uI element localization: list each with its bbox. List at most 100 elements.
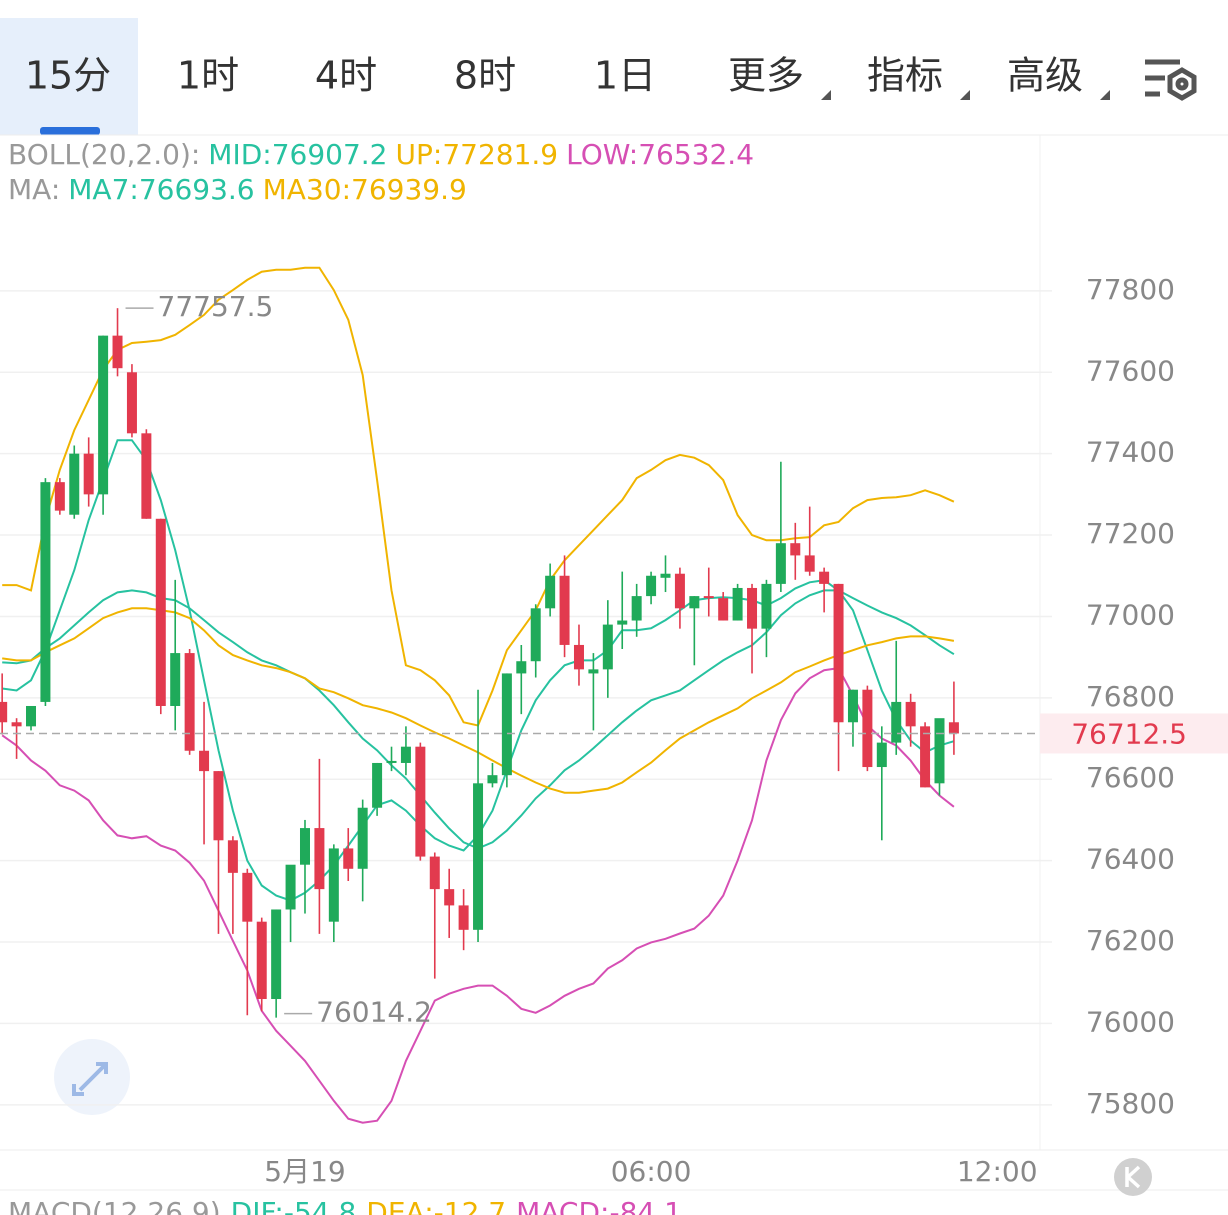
candle-body: [343, 848, 354, 869]
candle-body: [732, 587, 743, 621]
candle-body: [0, 701, 8, 723]
legend-title: BOLL(20,2.0):: [8, 138, 200, 171]
macd-legend: MACD(12,26,9) DIF:-54.8 DEA:-12.7 MACD:-84.…: [8, 1196, 682, 1215]
candle-body: [775, 543, 786, 584]
y-tick-label: 77600: [1086, 354, 1175, 387]
indicator-legend: MA: MA7:76693.6 MA30:76939.9: [8, 173, 467, 206]
legend-entry: MID:76907.2: [208, 138, 387, 171]
k-button[interactable]: [1114, 1158, 1152, 1196]
candle-body: [689, 596, 700, 609]
candle-body: [285, 864, 296, 910]
candle-body: [804, 555, 815, 572]
legend-entry: LOW:76532.4: [566, 138, 754, 171]
x-tick-label: 5月19: [264, 1155, 345, 1188]
candle-body: [646, 575, 657, 597]
candle-body: [790, 543, 801, 556]
expand-arrows: [72, 1062, 108, 1096]
tab[interactable]: 15分: [25, 54, 111, 98]
y-tick-label: 76000: [1086, 1005, 1175, 1038]
candle-body: [256, 921, 267, 1000]
candle-body: [487, 775, 498, 784]
candle-body: [920, 726, 931, 788]
y-tick-label: 76600: [1086, 761, 1175, 794]
candle-body: [602, 624, 613, 670]
tab[interactable]: 更多: [728, 54, 804, 98]
candle-body: [112, 335, 123, 369]
candle-body: [516, 661, 527, 674]
candle-body: [372, 762, 383, 808]
candle-body: [314, 828, 325, 890]
candle-body: [415, 746, 426, 857]
candle-body: [631, 596, 642, 621]
candle-body: [718, 598, 729, 621]
tab-selected-bg: [0, 18, 138, 135]
candle-body: [328, 848, 339, 922]
candle-body: [227, 840, 238, 873]
x-tick-label: 12:00: [957, 1155, 1038, 1188]
legend-entry: MA30:76939.9: [263, 173, 467, 206]
dropdown-caret: [821, 90, 831, 100]
y-tick-label: 77200: [1086, 517, 1175, 550]
candle-body: [11, 722, 22, 727]
candle-body: [242, 872, 253, 922]
dropdown-caret: [1100, 90, 1110, 100]
tab[interactable]: 指标: [867, 54, 943, 98]
candle-body: [458, 905, 469, 930]
macd-title: MACD(12,26,9): [8, 1196, 221, 1215]
candle-body: [400, 746, 411, 763]
y-tick-label: 76400: [1086, 843, 1175, 876]
y-tick-label: 77800: [1086, 273, 1175, 306]
candle-body: [530, 608, 541, 662]
legend-entry: MA7:76693.6: [68, 173, 254, 206]
k-glyph: [1125, 1165, 1141, 1189]
candle-body: [545, 575, 556, 609]
k-bg: [1114, 1158, 1152, 1196]
x-tick-label: 06:00: [611, 1155, 692, 1188]
candle-body: [473, 783, 484, 930]
candle-body: [833, 583, 844, 723]
legend-title: MA:: [8, 173, 60, 206]
y-tick-label: 75800: [1086, 1087, 1175, 1120]
y-tick-label: 76200: [1086, 924, 1175, 957]
candle-body: [444, 889, 455, 906]
icon-gear: [1167, 67, 1197, 101]
last-price-tag: [1040, 713, 1228, 754]
candle-body: [617, 620, 628, 625]
tab[interactable]: 高级: [1007, 54, 1083, 98]
icon-gear-hole: [1175, 77, 1189, 91]
tab[interactable]: 8时: [454, 54, 516, 98]
macd-entry: DEA:-12.7: [366, 1196, 506, 1215]
indicator-legend: BOLL(20,2.0): MID:76907.2 UP:77281.9 LOW:76…: [8, 138, 754, 171]
expand-button[interactable]: [54, 1039, 130, 1115]
candle-body: [69, 453, 80, 515]
tab[interactable]: 4时: [315, 54, 377, 98]
candle-body: [213, 771, 224, 841]
macd-entry: DIF:-54.8: [231, 1196, 357, 1215]
tab[interactable]: 1日: [594, 54, 656, 98]
candle-body: [674, 573, 685, 609]
tab[interactable]: 1时: [177, 54, 239, 98]
extreme-label: 77757.5: [158, 290, 274, 323]
candle-body: [199, 750, 210, 772]
candle-body: [819, 571, 830, 584]
candle-body: [747, 587, 758, 629]
macd-entry: MACD:-84.1: [516, 1196, 682, 1215]
y-tick-label: 77400: [1086, 436, 1175, 469]
indicator-line: [1, 667, 955, 1124]
candle-body: [429, 856, 440, 890]
settings-icon[interactable]: [1145, 59, 1197, 101]
last-price-label: 76712.5: [1071, 717, 1187, 750]
candle-body: [98, 335, 109, 495]
candle-body: [847, 689, 858, 723]
candle-body: [559, 575, 570, 645]
candle-body: [876, 742, 887, 768]
candle-body: [660, 573, 671, 578]
candle-body: [26, 705, 37, 727]
candle-body: [891, 701, 902, 743]
y-tick-label: 76800: [1086, 680, 1175, 713]
candle-body: [501, 673, 512, 776]
candle-body: [271, 909, 282, 1000]
y-tick-label: 77000: [1086, 598, 1175, 631]
candle-body: [83, 453, 94, 495]
